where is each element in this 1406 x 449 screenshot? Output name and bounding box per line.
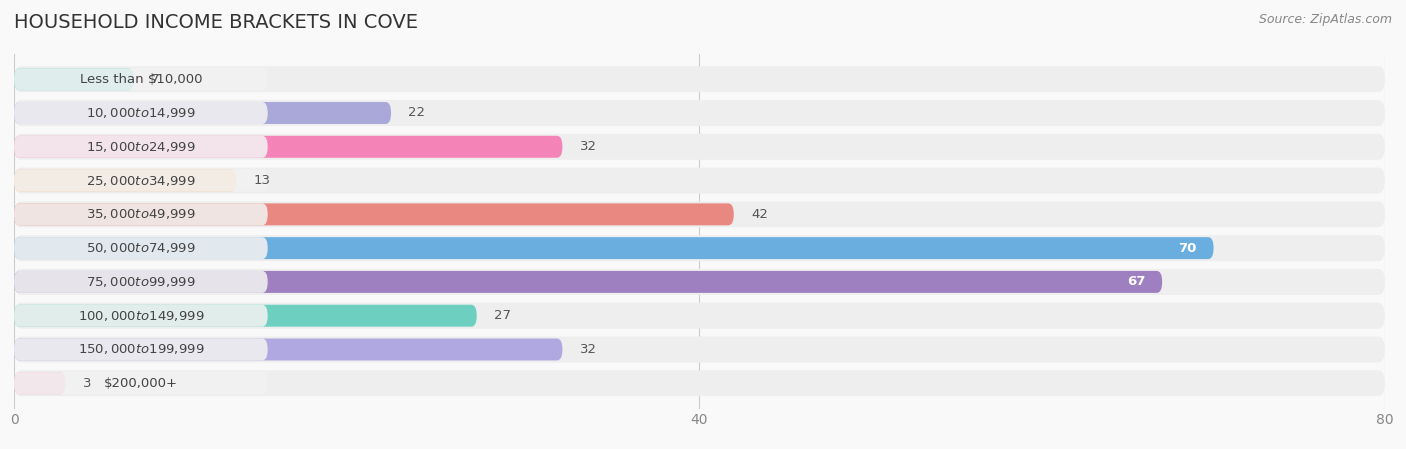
Text: Source: ZipAtlas.com: Source: ZipAtlas.com (1258, 13, 1392, 26)
FancyBboxPatch shape (14, 167, 1385, 194)
FancyBboxPatch shape (14, 66, 1385, 92)
Text: $35,000 to $49,999: $35,000 to $49,999 (86, 207, 195, 221)
Text: 7: 7 (152, 73, 160, 86)
FancyBboxPatch shape (14, 68, 134, 90)
Text: 13: 13 (254, 174, 271, 187)
Text: 42: 42 (751, 208, 768, 221)
FancyBboxPatch shape (14, 271, 1163, 293)
FancyBboxPatch shape (14, 100, 1385, 126)
Text: $200,000+: $200,000+ (104, 377, 179, 390)
Text: $15,000 to $24,999: $15,000 to $24,999 (86, 140, 195, 154)
FancyBboxPatch shape (14, 201, 1385, 227)
FancyBboxPatch shape (14, 68, 267, 90)
FancyBboxPatch shape (14, 339, 267, 361)
Text: 32: 32 (579, 140, 596, 153)
Text: Less than $10,000: Less than $10,000 (80, 73, 202, 86)
Text: $50,000 to $74,999: $50,000 to $74,999 (86, 241, 195, 255)
Text: 32: 32 (579, 343, 596, 356)
FancyBboxPatch shape (14, 170, 236, 192)
FancyBboxPatch shape (14, 305, 477, 327)
FancyBboxPatch shape (14, 339, 562, 361)
Text: $25,000 to $34,999: $25,000 to $34,999 (86, 174, 195, 188)
FancyBboxPatch shape (14, 305, 267, 327)
Text: 3: 3 (83, 377, 91, 390)
Text: 67: 67 (1126, 275, 1144, 288)
Text: $150,000 to $199,999: $150,000 to $199,999 (77, 343, 204, 357)
FancyBboxPatch shape (14, 237, 267, 259)
FancyBboxPatch shape (14, 336, 1385, 362)
FancyBboxPatch shape (14, 170, 267, 192)
FancyBboxPatch shape (14, 370, 1385, 396)
FancyBboxPatch shape (14, 136, 267, 158)
FancyBboxPatch shape (14, 136, 562, 158)
FancyBboxPatch shape (14, 271, 267, 293)
FancyBboxPatch shape (14, 237, 1213, 259)
FancyBboxPatch shape (14, 372, 267, 394)
FancyBboxPatch shape (14, 269, 1385, 295)
Text: $10,000 to $14,999: $10,000 to $14,999 (86, 106, 195, 120)
FancyBboxPatch shape (14, 303, 1385, 329)
FancyBboxPatch shape (14, 203, 267, 225)
Text: 70: 70 (1178, 242, 1197, 255)
FancyBboxPatch shape (14, 102, 391, 124)
Text: $75,000 to $99,999: $75,000 to $99,999 (86, 275, 195, 289)
FancyBboxPatch shape (14, 102, 267, 124)
Text: HOUSEHOLD INCOME BRACKETS IN COVE: HOUSEHOLD INCOME BRACKETS IN COVE (14, 13, 418, 32)
Text: $100,000 to $149,999: $100,000 to $149,999 (77, 309, 204, 323)
Text: 27: 27 (494, 309, 510, 322)
FancyBboxPatch shape (14, 203, 734, 225)
Text: 22: 22 (408, 106, 425, 119)
FancyBboxPatch shape (14, 235, 1385, 261)
FancyBboxPatch shape (14, 372, 66, 394)
FancyBboxPatch shape (14, 134, 1385, 160)
